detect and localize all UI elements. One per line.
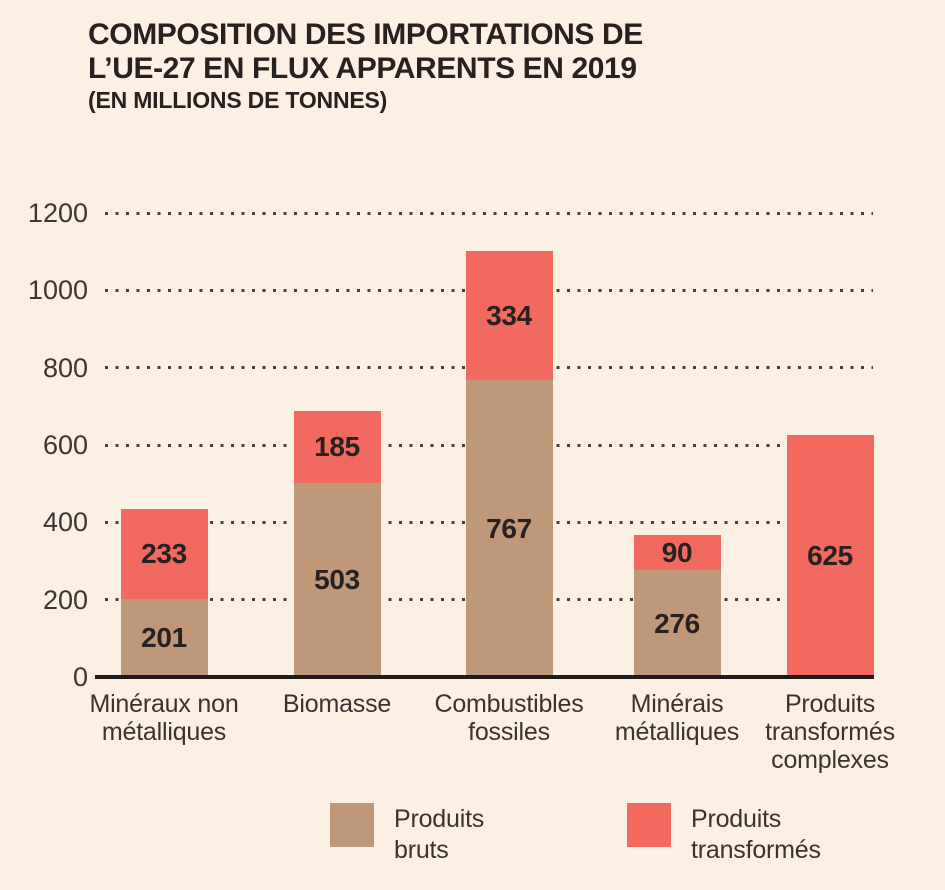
bar-5-transformes-value: 625 (807, 540, 853, 572)
bar-2-bruts-value: 503 (314, 563, 360, 595)
chart-title: COMPOSITION DES IMPORTATIONS DE L’UE-27 E… (88, 18, 643, 86)
x-axis-label-1: Minéraux non métalliques (89, 690, 239, 746)
chart-title-line-1: COMPOSITION DES IMPORTATIONS DE (88, 18, 643, 51)
bar-5-transformes-segment: 625 (786, 435, 874, 677)
y-axis-label-1200: 1200 (27, 198, 88, 228)
bar-1-bruts-segment: 201 (120, 599, 208, 677)
bar-4-bruts-value: 276 (654, 607, 700, 639)
chart-subtitle: (EN MILLIONS DE TONNES) (88, 87, 388, 113)
y-axis-label-800: 800 (42, 352, 88, 383)
chart-title-block: COMPOSITION DES IMPORTATIONS DE L’UE-27 E… (88, 18, 643, 114)
legend-label-transformes: Produits transformés (691, 805, 821, 864)
bar-2-bruts-segment: 503 (293, 482, 381, 677)
bar-2-transformes-segment: 185 (293, 410, 381, 483)
x-axis-label-3: Combustibles fossiles (434, 690, 584, 746)
y-axis-label-400: 400 (42, 507, 88, 538)
bar-3-transformes-segment: 334 (465, 251, 553, 381)
y-axis-label-200: 200 (42, 584, 88, 615)
bar-4-bruts-segment: 276 (633, 570, 721, 677)
legend-label-bruts: Produits bruts (394, 805, 485, 864)
y-axis-label-1000: 1000 (27, 275, 88, 306)
bar-2-transformes-value: 185 (314, 430, 360, 462)
legend-item-bruts: Produits bruts (330, 803, 484, 866)
y-axis-label-600: 600 (42, 430, 88, 460)
bar-1-transformes-value: 233 (141, 538, 187, 570)
legend-swatch-transformes (627, 803, 671, 847)
bar-3-transformes-value: 334 (486, 299, 532, 331)
bar-4-transformes-value: 90 (661, 536, 693, 568)
bar-1-bruts-value: 201 (141, 622, 187, 654)
x-axis-label-2: Biomasse (282, 690, 392, 718)
legend-swatch-bruts (330, 803, 374, 847)
chart-title-line-2: L’UE-27 EN FLUX APPARENTS EN 2019 (88, 52, 637, 85)
legend-item-transformes: Produits transformés (627, 803, 821, 866)
bar-3-bruts-segment: 767 (465, 380, 553, 677)
bar-1-transformes-segment: 233 (120, 509, 208, 600)
x-axis-line (95, 675, 874, 679)
bar-4-transformes-segment: 90 (633, 535, 721, 571)
y-axis-label-0: 0 (72, 662, 88, 692)
bar-3-bruts-value: 767 (486, 512, 532, 544)
gridline-1200 (105, 211, 873, 215)
x-axis-label-4: Minérais métalliques (614, 690, 740, 746)
x-axis-label-5: Produits transformés complexes (765, 690, 895, 774)
